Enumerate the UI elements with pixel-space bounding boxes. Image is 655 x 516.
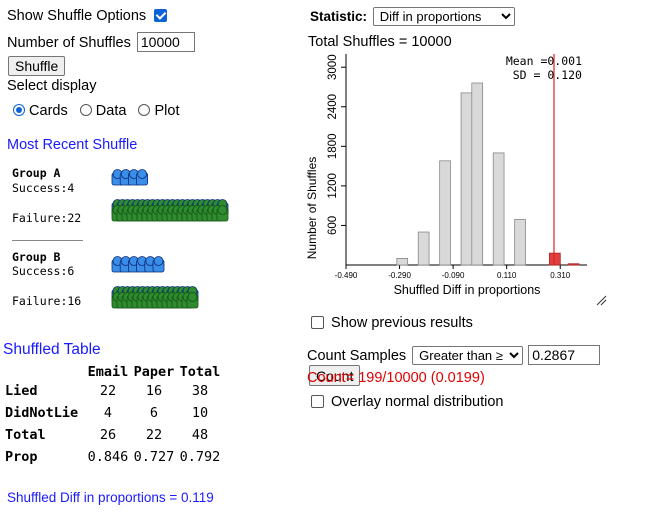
- count-samples-label: Count Samples: [307, 348, 407, 364]
- overlay-normal-label: Overlay normal distribution: [331, 394, 504, 410]
- count-button[interactable]: Count: [309, 365, 361, 386]
- table-row: DidNotLie 4 6 10: [3, 402, 223, 424]
- total-shuffles: Total Shuffles = 10000: [308, 34, 452, 50]
- select-display-label: Select display: [7, 78, 97, 94]
- group-b-success: Success:6: [12, 264, 75, 278]
- table-header: Total: [179, 364, 221, 380]
- table-cell: 0.727: [133, 449, 175, 465]
- table-cell: 48: [191, 427, 209, 443]
- x-tick-label: -0.290: [388, 271, 411, 280]
- row-label: Total: [5, 427, 46, 443]
- row-label: Lied: [5, 383, 38, 399]
- shuffle-button[interactable]: Shuffle: [8, 56, 66, 76]
- card-token: [216, 205, 229, 222]
- shuffled-diff-text: Shuffled Diff in proportions = 0.119: [7, 490, 214, 505]
- histogram-bar: [549, 252, 561, 266]
- group-a-cards: [111, 169, 229, 222]
- y-axis-label: Number of Shuffles: [305, 157, 319, 260]
- group-divider: [12, 240, 83, 241]
- radio-cards[interactable]: [13, 104, 25, 116]
- table-cell: 26: [99, 427, 117, 443]
- radio-plot-label: Plot: [154, 103, 180, 119]
- num-shuffles-label: Number of Shuffles: [7, 35, 131, 51]
- show-shuffle-checkbox[interactable]: [154, 9, 168, 22]
- row-label: Prop: [5, 449, 38, 465]
- show-previous-row: Show previous results: [311, 315, 473, 331]
- y-tick-label: 2400: [327, 94, 339, 120]
- radio-plot[interactable]: [138, 104, 151, 116]
- table-cell: 4: [103, 405, 113, 421]
- statistic-select[interactable]: Diff in proportions: [372, 7, 515, 26]
- table-header: Email: [87, 364, 129, 380]
- y-tick-label: 600: [327, 216, 339, 235]
- shuffled-table-title: Shuffled Table: [3, 341, 101, 358]
- show-shuffle-row: Show Shuffle Options: [7, 8, 168, 24]
- x-tick-label: 0.310: [550, 271, 571, 280]
- card-token: [186, 292, 199, 309]
- group-a-success: Success:4: [12, 181, 75, 195]
- statistic-row: Statistic: Diff in proportions: [310, 7, 515, 26]
- table-cell: 0.792: [179, 449, 221, 465]
- x-tick-label: -0.090: [442, 271, 465, 280]
- overlay-normal-checkbox[interactable]: [311, 395, 324, 408]
- histogram-bar: [492, 152, 505, 266]
- histogram-bar: [514, 219, 526, 266]
- mean-label: Mean =0.001: [506, 54, 582, 68]
- table-header: [3, 364, 85, 380]
- count-mode-select[interactable]: Greater than ≥: [412, 346, 524, 365]
- table-cell: 16: [145, 383, 163, 399]
- table-row: Total 26 22 48: [3, 424, 223, 446]
- y-tick-label: 3000: [327, 54, 339, 80]
- group-a-name: Group A: [12, 166, 61, 180]
- radio-data-label: Data: [95, 103, 127, 119]
- x-axis-label: Shuffled Diff in proportions: [394, 283, 541, 297]
- resize-handle-icon[interactable]: [596, 295, 607, 306]
- count-result: Count= 199/10000 (0.0199): [307, 370, 485, 386]
- count-value-input[interactable]: [528, 345, 601, 365]
- sd-label: SD = 0.120: [513, 68, 582, 82]
- table-cell: 0.846: [87, 449, 129, 465]
- statistic-label: Statistic:: [310, 9, 368, 24]
- group-b-failure: Failure:16: [12, 294, 82, 308]
- group-a-failure: Failure:22: [12, 211, 82, 225]
- table-cell: 6: [149, 405, 159, 421]
- num-shuffles-row: Number of Shuffles: [7, 32, 195, 52]
- table-cell: 38: [191, 383, 209, 399]
- histogram-bar: [396, 258, 409, 266]
- histogram-chart: Number of Shuffles Shuffled Diff in prop…: [305, 54, 607, 306]
- most-recent-title: Most Recent Shuffle: [7, 137, 138, 153]
- num-shuffles-input[interactable]: [136, 32, 195, 52]
- histogram-bar: [471, 82, 484, 266]
- show-previous-checkbox[interactable]: [311, 316, 324, 329]
- overlay-normal-row: Overlay normal distribution: [311, 394, 504, 410]
- table-cell: 10: [191, 405, 209, 421]
- x-tick-label: 0.110: [497, 271, 517, 280]
- display-radio-group: Cards Data Plot: [13, 103, 179, 119]
- show-previous-label: Show previous results: [331, 315, 473, 331]
- table-row: Lied 22 16 38: [3, 380, 223, 402]
- histogram-bar: [460, 92, 473, 266]
- table-cell: 22: [145, 427, 163, 443]
- card-token: [136, 169, 149, 186]
- row-label: DidNotLie: [5, 405, 79, 421]
- histogram-bar: [439, 160, 451, 266]
- radio-cards-label: Cards: [29, 103, 68, 119]
- radio-data[interactable]: [79, 104, 92, 116]
- y-tick-label: 1200: [327, 173, 339, 199]
- histogram-bar: [567, 263, 580, 266]
- x-tick-label: -0.490: [335, 271, 358, 280]
- group-b-name: Group B: [12, 250, 61, 264]
- show-shuffle-label: Show Shuffle Options: [7, 8, 147, 24]
- card-token: [152, 256, 165, 273]
- y-tick-label: 1800: [327, 134, 339, 160]
- table-header: Paper: [133, 364, 175, 380]
- table-cell: 22: [99, 383, 117, 399]
- count-samples-row: Count Samples Greater than ≥ Count: [307, 345, 655, 386]
- shuffled-table: Email Paper Total Lied 22 16 38 DidNotLi…: [3, 364, 223, 468]
- table-header-row: Email Paper Total: [3, 364, 223, 380]
- table-row: Prop 0.846 0.727 0.792: [3, 446, 223, 468]
- group-b-cards: [111, 256, 199, 309]
- histogram-bar: [417, 231, 430, 266]
